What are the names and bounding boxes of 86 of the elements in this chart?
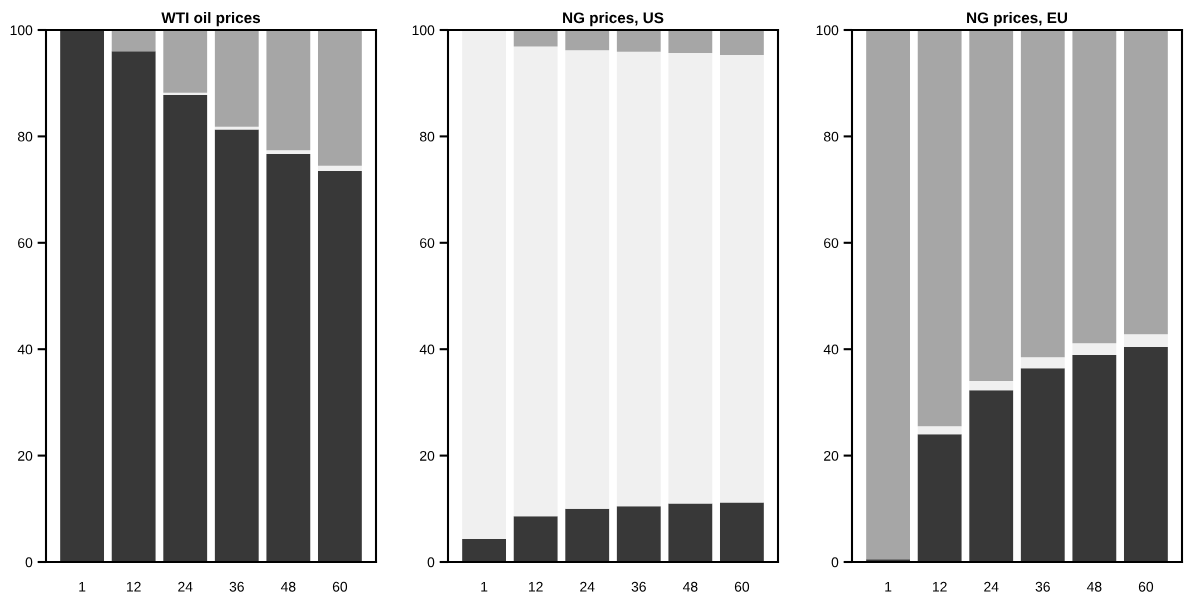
bar xyxy=(719,30,764,55)
y-tick-label: 0 xyxy=(427,557,435,568)
x-tick-label: 60 xyxy=(1138,581,1154,592)
bar xyxy=(1020,368,1065,562)
bar xyxy=(565,508,610,562)
bar xyxy=(668,30,713,53)
bar xyxy=(214,30,259,127)
x-tick-label: 48 xyxy=(682,581,698,592)
bar xyxy=(1020,357,1065,369)
bar xyxy=(668,52,713,504)
x-tick-label: 48 xyxy=(280,581,296,592)
bar xyxy=(111,30,156,52)
bar xyxy=(917,30,962,427)
bar xyxy=(969,381,1014,391)
x-tick-label: 60 xyxy=(734,581,750,592)
bar xyxy=(60,30,105,562)
y-tick-label: 60 xyxy=(18,238,33,248)
bar xyxy=(163,94,208,562)
bar xyxy=(719,502,764,562)
bar xyxy=(214,129,259,562)
bar xyxy=(1123,347,1168,562)
x-tick-label: 24 xyxy=(580,581,595,592)
y-tick-label: 20 xyxy=(824,450,839,461)
x-tick-label: 12 xyxy=(126,581,141,592)
y-tick-label: 20 xyxy=(18,450,33,461)
bar xyxy=(917,434,962,562)
y-tick-label: 100 xyxy=(816,25,839,36)
bar xyxy=(266,30,311,151)
y-tick-label: 80 xyxy=(419,131,435,142)
bar xyxy=(1020,30,1065,358)
bar xyxy=(513,46,558,517)
y-tick-label: 100 xyxy=(10,25,33,36)
x-tick-label: 36 xyxy=(631,581,646,592)
bar xyxy=(917,426,962,435)
bar xyxy=(317,165,362,171)
y-tick-label: 60 xyxy=(420,238,435,248)
bar xyxy=(866,30,911,560)
y-tick-label: 20 xyxy=(420,450,435,461)
y-tick-label: 40 xyxy=(419,344,435,355)
bar xyxy=(462,539,507,562)
y-tick-label: 0 xyxy=(831,557,839,568)
bar xyxy=(668,503,713,562)
x-tick-label: 36 xyxy=(1035,581,1050,592)
bar xyxy=(1123,334,1168,348)
x-tick-label: 24 xyxy=(984,581,999,592)
x-tick-label: 48 xyxy=(1086,581,1102,592)
y-tick-label: 0 xyxy=(25,557,33,568)
x-tick-label: 1 xyxy=(481,581,488,592)
bar xyxy=(565,30,610,51)
bar xyxy=(266,153,311,562)
bar xyxy=(1072,30,1117,344)
x-tick-label: 12 xyxy=(528,581,543,592)
bar xyxy=(513,516,558,562)
bar xyxy=(462,30,507,540)
x-tick-label: 1 xyxy=(885,581,892,592)
y-tick-label: 80 xyxy=(17,131,33,142)
bar xyxy=(616,30,661,52)
bar xyxy=(1072,343,1117,356)
bar xyxy=(163,92,208,95)
bar xyxy=(317,170,362,562)
x-tick-label: 12 xyxy=(932,581,947,592)
chart-title: NG prices, US xyxy=(563,11,664,27)
bar xyxy=(317,30,362,166)
y-tick-label: 40 xyxy=(17,344,33,355)
bar xyxy=(111,51,156,562)
chart-title: WTI oil prices xyxy=(161,11,261,27)
bar xyxy=(1072,355,1117,562)
bar xyxy=(719,55,764,503)
y-tick-label: 40 xyxy=(823,344,839,355)
bar xyxy=(163,30,208,93)
bar xyxy=(565,50,610,509)
chart-title: NG prices, EU xyxy=(967,11,1068,27)
bar xyxy=(1123,30,1168,335)
bar xyxy=(616,506,661,562)
bar xyxy=(513,30,558,47)
x-tick-label: 36 xyxy=(229,581,244,592)
bar xyxy=(969,390,1014,562)
y-tick-label: 60 xyxy=(824,238,839,248)
x-tick-label: 60 xyxy=(332,581,348,592)
bar xyxy=(266,150,311,154)
y-tick-label: 80 xyxy=(823,131,839,142)
x-tick-label: 1 xyxy=(79,581,86,592)
bar xyxy=(969,30,1014,382)
x-tick-label: 24 xyxy=(178,581,193,592)
y-tick-label: 100 xyxy=(412,25,435,36)
bar xyxy=(616,51,661,507)
